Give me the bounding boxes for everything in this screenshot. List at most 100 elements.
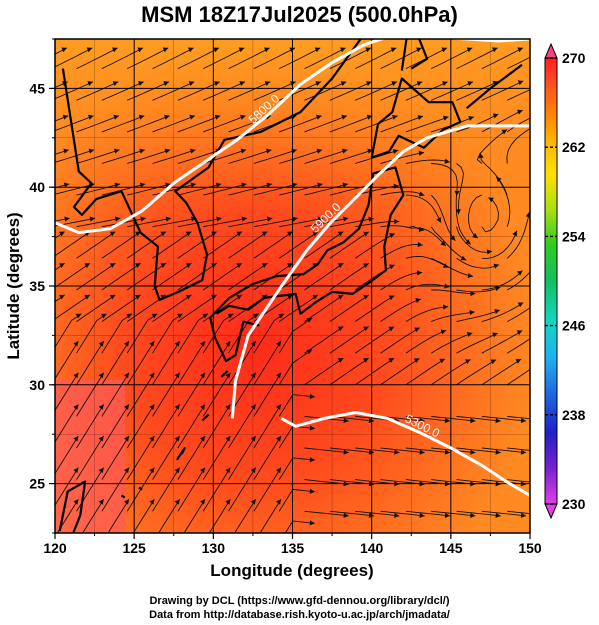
streamline-arrow [312,231,319,237]
streamline [55,294,65,303]
streamline-arrow [63,182,70,188]
streamline-arrow [342,182,348,188]
streamline-arrow [261,231,268,237]
streamline-arrow [291,182,298,188]
streamline-arrow [495,449,501,455]
streamline-arrow [415,14,421,19]
streamline [355,81,398,101]
streamline-arrow [135,263,141,268]
streamline-arrow [225,404,231,410]
contour-line [230,124,530,419]
streamline-arrow [162,14,168,19]
streamline-arrow [238,47,245,53]
streamline [456,47,498,70]
streamline [456,359,497,386]
streamline [101,372,130,417]
streamline-arrow [309,457,315,463]
streamline-arrow [515,359,522,364]
streamline [457,543,501,548]
streamline-arrow [250,467,256,474]
streamline-arrow [495,418,501,424]
y-tick-label: 45 [29,80,45,96]
streamline-arrow [264,81,271,86]
streamline [55,115,69,122]
streamline-arrow [165,216,172,222]
streamline [126,372,155,417]
streamline-arrow [566,358,572,363]
streamline [101,435,130,480]
streamline-arrow [343,512,349,519]
streamline [228,217,273,228]
streamline [55,47,68,55]
streamline-arrow [123,341,130,347]
streamline-arrow [493,263,500,269]
figure-title: MSM 18Z17Jul2025 (500.0hPa) [141,2,458,27]
streamline-arrow [418,191,425,197]
streamline [152,372,181,417]
streamline [101,183,146,196]
streamline [101,149,145,164]
streamline-arrow [472,233,478,239]
streamline-arrow [567,14,573,19]
streamline-arrow [261,263,268,268]
streamline-arrow [537,256,542,261]
streamline-arrow [187,14,193,19]
streamline [507,56,530,70]
streamline-arrow [250,372,256,379]
x-tick-label: 130 [202,540,226,556]
streamline [495,176,511,227]
streamline-arrow [317,216,324,222]
streamline [355,220,400,228]
streamline-arrow [520,417,527,424]
streamline [405,194,442,223]
streamline [380,243,423,259]
streamline [152,81,195,101]
streamline-arrow [174,499,180,505]
streamline [101,404,130,449]
streamline [329,510,375,517]
streamline [380,152,425,164]
streamline-arrow [441,47,447,53]
streamline-arrow [139,148,145,154]
streamline [76,294,116,322]
streamline-arrow [275,435,282,442]
streamline [481,330,523,354]
streamline [468,194,483,239]
streamline-arrow [236,231,243,237]
streamline [506,307,530,322]
credit-drawing: Drawing by DCL (https://www.gfd-dennou.o… [149,595,450,607]
streamline-arrow [465,239,471,245]
streamline [253,47,296,70]
streamline [456,332,498,354]
streamline-arrow [149,404,155,410]
streamline-arrow [568,111,574,116]
streamline-arrow [73,404,79,410]
streamline-arrow [467,272,473,279]
coastline [201,413,210,422]
streamline [430,332,473,354]
streamline-arrow [492,113,499,119]
streamline [55,231,91,257]
streamline [126,313,158,354]
streamline-arrow [241,182,247,188]
streamline-arrow [416,47,422,53]
streamline [253,217,298,228]
streamline-arrow [199,467,206,474]
streamline-arrow [466,332,473,337]
streamline-arrow [250,499,256,505]
colorbar-min-arrow [544,503,558,520]
credit-data-source: Data from http://database.rish.kyoto-u.a… [149,609,450,621]
streamline-arrow [111,14,117,19]
streamline [279,183,323,196]
streamline-arrow [417,270,423,276]
streamline-arrow [488,197,494,203]
streamline [26,404,53,448]
streamline [228,404,257,449]
streamline [254,14,294,37]
streamline-arrow [225,372,231,379]
streamline-arrow [86,47,93,53]
streamline-arrow [315,81,321,86]
streamline-arrow [164,114,170,120]
streamline [228,149,272,164]
streamline-arrow [211,294,217,300]
